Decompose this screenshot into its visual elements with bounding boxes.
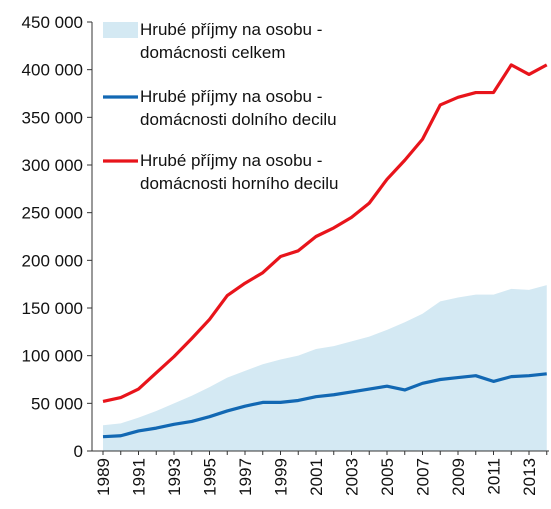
x-tick-label: 1997: [236, 458, 255, 496]
x-tick-label: 2011: [485, 458, 504, 495]
x-tick-label: 1991: [130, 458, 149, 496]
x-tick-label: 2013: [520, 458, 539, 496]
x-tick-label: 1989: [94, 458, 113, 496]
x-tick-label: 1993: [165, 458, 184, 496]
y-tick-label: 450 000: [22, 13, 83, 32]
y-tick-label: 100 000: [22, 347, 83, 366]
area: [103, 285, 547, 451]
legend-label: Hrubé příjmy na osobu - domácnosti dolní…: [140, 85, 337, 131]
line: [102, 63, 548, 403]
y-tick-label: 200 000: [22, 251, 83, 270]
y-tick-label: 400 000: [22, 61, 83, 80]
x-tick-label: 2003: [343, 458, 362, 496]
x-tick-label: 1999: [272, 458, 291, 496]
x-tick-label: 2001: [307, 458, 326, 496]
legend-label: Hrubé příjmy na osobu - domácnosti horní…: [140, 149, 339, 195]
y-tick-label: 250 000: [22, 204, 83, 223]
y-tick-label: 50 000: [31, 394, 83, 413]
x-tick-label: 1995: [201, 458, 220, 496]
y-tick-label: 350 000: [22, 108, 83, 127]
x-tick-label: 2009: [449, 458, 468, 496]
line: [102, 372, 547, 439]
legend-swatch: [103, 22, 138, 38]
legend-label: Hrubé příjmy na osobu - domácnosti celke…: [140, 18, 323, 64]
y-tick-label: 0: [74, 442, 83, 461]
x-tick-label: 2005: [378, 458, 397, 496]
x-tick-label: 2007: [414, 458, 433, 496]
y-tick-label: 150 000: [22, 299, 83, 318]
y-tick-label: 300 000: [22, 156, 83, 175]
